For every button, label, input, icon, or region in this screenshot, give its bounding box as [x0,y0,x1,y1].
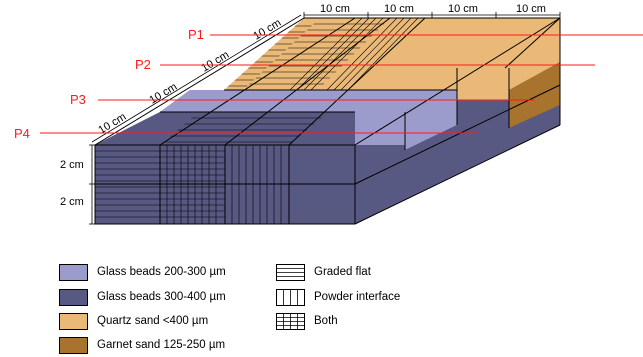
probe-label-p4: P4 [14,126,30,141]
glass-300-400-swatch [59,288,88,306]
width-label: 10 cm [516,3,546,15]
legend-pattern-both: Both [276,312,338,330]
legend-pattern-powder-interface: Powder interface [276,288,400,306]
width-label: 10 cm [448,3,478,15]
depth-label: 10 cm [199,49,231,75]
right-face-dark [355,100,560,224]
probe-labels: P1 P2 P3 P4 [14,27,204,141]
legend-pattern-graded-flat: Graded flat [276,263,371,281]
legend-material-garnet: Garnet sand 125-250 µm [59,336,225,354]
height-labels: 2 cm 2 cm [60,159,84,208]
garnet-swatch [59,336,88,354]
depth-label: 10 cm [251,17,283,43]
probe-lines [40,34,643,134]
garnet-face [509,62,560,128]
tank-outline [94,17,561,225]
vertical-lines-pattern-icon [276,288,305,306]
height-label: 2 cm [60,159,84,171]
glass-200-300-top-cover [160,90,457,112]
horizontal-lines-pattern-icon [276,263,305,281]
right-face-rear-quartz [457,18,560,100]
legend-label: Glass beads 300-400 µm [97,291,226,303]
top-width-labels: 10 cm 10 cm 10 cm 10 cm [320,3,546,15]
height-label: 2 cm [60,196,84,208]
legend-material-glass-200-300: Glass beads 200-300 µm [59,263,226,281]
legend-label: Glass beads 200-300 µm [97,266,226,278]
legend-material-glass-300-400: Glass beads 300-400 µm [59,288,226,306]
probe-label-p2: P2 [135,57,151,72]
width-label: 10 cm [320,3,350,15]
legend-label: Powder interface [314,291,401,303]
glass-200-300-swatch [59,263,88,281]
probe-label-p1: P1 [188,27,204,42]
legend-material-quartz: Quartz sand <400 µm [59,312,208,330]
probe-label-p3: P3 [70,92,86,107]
legend-label: Garnet sand 125-250 µm [97,339,226,351]
right-face-glass-200-300 [405,90,457,150]
quartz-swatch [59,312,88,330]
legend-label: Both [314,315,338,327]
legend-label: Quartz sand <400 µm [97,315,209,327]
grid-pattern-icon [276,312,305,330]
quartz-hatch-vertical [326,18,419,90]
dimension-ticks [89,12,561,225]
width-label: 10 cm [384,3,414,15]
legend-label: Graded flat [314,266,371,278]
